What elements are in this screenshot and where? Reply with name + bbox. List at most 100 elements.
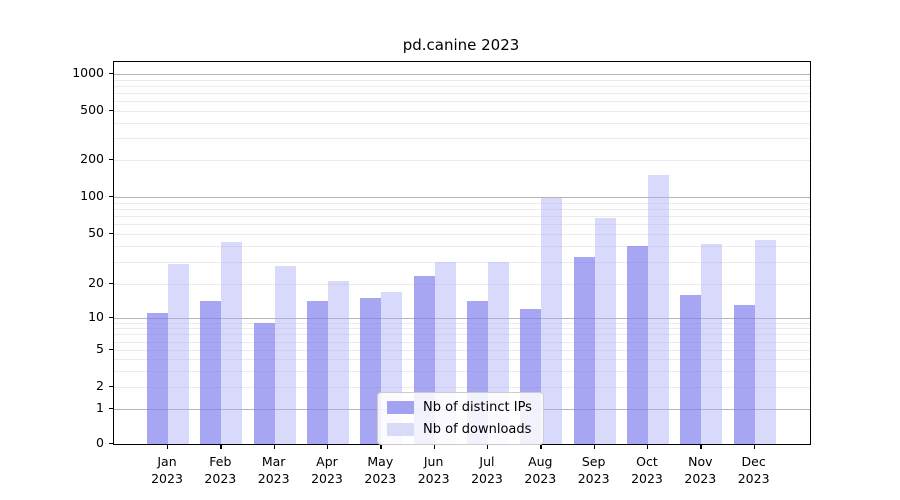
legend-swatch-distinct-ips [387, 401, 414, 414]
major-gridline [114, 74, 810, 75]
minor-gridline [114, 216, 810, 218]
x-tick-mark [700, 444, 702, 449]
major-gridline [114, 318, 810, 319]
bar-downloads [168, 263, 189, 444]
y-tick-mark [109, 110, 113, 112]
x-tick-label: Mar 2023 [257, 454, 290, 486]
legend-item-distinct-ips: Nb of distinct IPs [387, 400, 532, 415]
bar-distinct-ips [306, 301, 328, 444]
y-tick-mark [109, 73, 113, 75]
minor-gridline [114, 101, 810, 103]
bar-downloads [541, 198, 563, 444]
bar-downloads [274, 265, 296, 444]
x-tick-label: Jan 2023 [151, 454, 183, 486]
y-tick-mark [109, 386, 113, 388]
legend-label-downloads: Nb of downloads [423, 422, 532, 437]
bar-distinct-ips [253, 322, 275, 444]
minor-gridline [114, 350, 810, 351]
y-tick-mark [109, 196, 113, 198]
bar-downloads [647, 175, 669, 444]
legend-swatch-downloads [387, 423, 414, 436]
x-tick-mark [540, 444, 542, 449]
y-tick-mark [109, 443, 113, 445]
x-tick-label: Sep 2023 [577, 454, 610, 486]
minor-gridline [114, 79, 810, 81]
minor-gridline [114, 341, 810, 343]
minor-gridline [114, 322, 810, 324]
x-tick-mark [167, 444, 169, 449]
y-tick-label: 20 [88, 275, 104, 290]
bar-distinct-ips [360, 298, 382, 444]
y-tick-label: 500 [80, 102, 104, 117]
y-tick-mark [109, 283, 113, 285]
x-tick-mark [486, 444, 489, 449]
y-tick-label: 0 [96, 435, 104, 450]
minor-gridline [114, 111, 810, 112]
x-tick-mark [380, 444, 382, 449]
x-tick-mark [273, 444, 276, 449]
x-tick-mark [433, 444, 436, 449]
x-tick-mark [646, 444, 649, 449]
x-tick-label: Apr 2023 [311, 454, 343, 486]
minor-gridline [114, 359, 810, 360]
x-tick-mark [220, 444, 222, 449]
y-tick-label: 1 [96, 400, 104, 415]
bar-downloads [221, 242, 243, 444]
x-tick-mark [593, 444, 596, 449]
minor-gridline [114, 122, 810, 124]
minor-gridline [114, 160, 810, 161]
x-tick-label: Jun 2023 [417, 454, 450, 486]
y-tick-label: 5 [96, 341, 104, 356]
bar-distinct-ips [680, 294, 702, 444]
bar-distinct-ips [733, 305, 755, 444]
y-tick-mark [109, 233, 113, 235]
minor-gridline [114, 246, 810, 248]
minor-gridline [114, 93, 810, 95]
bar-downloads [327, 281, 349, 444]
bar-distinct-ips [147, 313, 168, 444]
y-tick-label: 200 [80, 151, 104, 166]
minor-gridline [114, 284, 810, 285]
y-tick-mark [109, 349, 113, 351]
minor-gridline [114, 261, 810, 263]
bar-downloads [754, 239, 776, 444]
x-tick-label: Dec 2023 [737, 454, 770, 486]
legend: Nb of distinct IPs Nb of downloads [377, 392, 544, 445]
y-tick-mark [109, 159, 113, 161]
minor-gridline [114, 202, 810, 204]
x-tick-label: Nov 2023 [684, 454, 717, 486]
legend-item-downloads: Nb of downloads [387, 422, 532, 437]
minor-gridline [114, 334, 810, 336]
x-tick-label: Feb 2023 [204, 454, 237, 486]
bar-downloads [701, 243, 723, 444]
y-tick-label: 2 [96, 378, 104, 393]
y-tick-label: 50 [88, 225, 104, 240]
x-tick-label: Aug 2023 [524, 454, 557, 486]
minor-gridline [114, 224, 810, 226]
x-tick-mark [753, 444, 756, 449]
plot-area [113, 61, 811, 445]
x-tick-label: May 2023 [364, 454, 397, 486]
x-tick-label: Jul 2023 [471, 454, 503, 486]
minor-gridline [114, 138, 810, 140]
minor-gridline [114, 328, 810, 330]
bar-distinct-ips [626, 246, 648, 444]
minor-gridline [114, 208, 810, 210]
x-tick-label: Oct 2023 [631, 454, 663, 486]
minor-gridline [114, 387, 810, 388]
minor-gridline [114, 234, 810, 235]
bar-downloads [594, 218, 616, 444]
y-tick-mark [109, 408, 113, 410]
y-tick-label: 100 [80, 188, 104, 203]
y-tick-label: 1000 [72, 65, 104, 80]
x-tick-mark [326, 444, 329, 449]
bar-distinct-ips [200, 301, 222, 444]
y-tick-label: 10 [88, 309, 104, 324]
bar-distinct-ips [573, 256, 595, 444]
major-gridline [114, 197, 810, 198]
y-tick-mark [109, 317, 113, 319]
legend-label-distinct-ips: Nb of distinct IPs [423, 400, 532, 415]
minor-gridline [114, 85, 810, 87]
minor-gridline [114, 370, 810, 372]
